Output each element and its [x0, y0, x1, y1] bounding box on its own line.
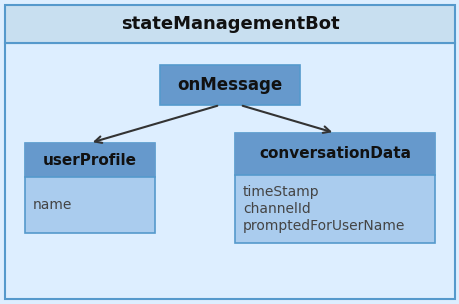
Text: stateManagementBot: stateManagementBot	[120, 15, 339, 33]
Text: timeStamp: timeStamp	[242, 185, 319, 199]
FancyBboxPatch shape	[235, 133, 434, 175]
Text: userProfile: userProfile	[43, 153, 137, 168]
FancyBboxPatch shape	[235, 133, 434, 243]
FancyBboxPatch shape	[25, 143, 155, 233]
FancyBboxPatch shape	[25, 143, 155, 177]
Text: promptedForUserName: promptedForUserName	[242, 219, 404, 233]
FancyBboxPatch shape	[5, 5, 454, 43]
Text: conversationData: conversationData	[258, 147, 410, 161]
Text: name: name	[33, 198, 72, 212]
FancyBboxPatch shape	[5, 43, 454, 299]
FancyBboxPatch shape	[160, 65, 299, 105]
Text: onMessage: onMessage	[177, 76, 282, 94]
Text: channelId: channelId	[242, 202, 310, 216]
